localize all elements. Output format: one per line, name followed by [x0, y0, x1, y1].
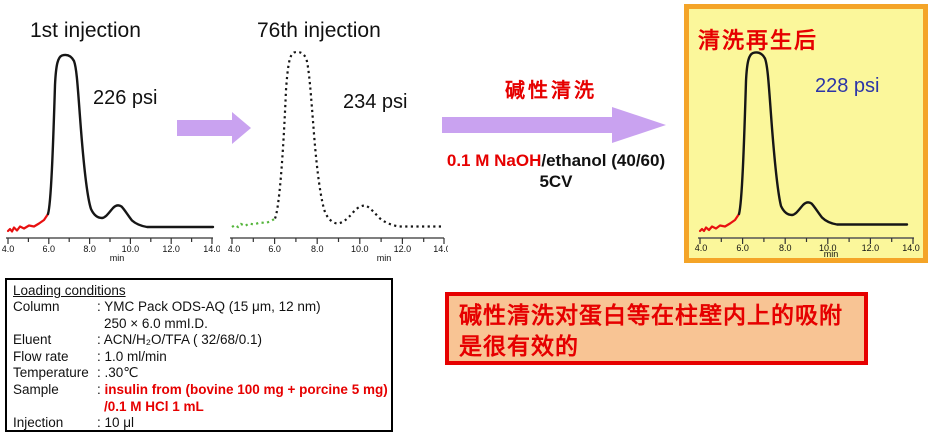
row-value: : ACN/H₂O/TFA ( 32/68/0.1) [97, 332, 263, 348]
loading-conditions-box: Loading conditions Column : YMC Pack ODS… [5, 278, 393, 432]
chrom2-tick-14: 14.0 [433, 244, 448, 254]
chrom3-trace [737, 51, 909, 226]
chrom1-title: 1st injection [30, 19, 141, 42]
chrom3-title: 清洗再生后 [698, 28, 819, 53]
row-colon: : [97, 381, 105, 397]
reagent-line: 0.1 M NaOH/ethanol (40/60) [422, 150, 690, 171]
conclusion-note-box: 碱性清洗对蛋白等在柱壁内上的吸附 是很有效的 [445, 292, 868, 365]
chrom2-tick-10: 10.0 [351, 244, 369, 254]
chrom3-tick-4: 4.0 [695, 243, 708, 253]
chrom3-tick-14: 14.0 [902, 243, 920, 253]
chrom1-tick-4: 4.0 [2, 244, 15, 254]
chrom1-tick-8: 8.0 [83, 244, 96, 254]
loading-row-sample-cont: /0.1 M HCl 1 mL [13, 399, 385, 416]
chrom2-tick-6: 6.0 [268, 244, 281, 254]
chrom2-plot: 4.0 6.0 8.0 10.0 12.0 14.0 min [228, 50, 448, 262]
row-value: : 10 μl [97, 415, 135, 431]
note-line-2: 是很有效的 [459, 334, 579, 359]
row-label: Eluent [13, 332, 52, 348]
chrom1-pressure-label: 226 psi [93, 87, 158, 109]
chrom2-tick-12: 12.0 [394, 244, 412, 254]
chrom3-minor-ticks [720, 238, 893, 242]
chrom1-baseline-red [6, 212, 50, 233]
alkaline-wash-label: 碱性清洗 [505, 80, 597, 102]
row-value-sample: insulin from (bovine 100 mg + porcine 5 … [104, 381, 388, 397]
chrom1-axis-unit: min [110, 253, 125, 262]
chrom2-tick-8: 8.0 [311, 244, 324, 254]
chrom1-tick-10: 10.0 [122, 244, 140, 254]
note-line-1: 碱性清洗对蛋白等在柱壁内上的吸附 [459, 303, 843, 328]
chrom3-tick-6: 6.0 [736, 243, 749, 253]
row-label: Sample [13, 381, 59, 397]
chrom3-axis-unit: min [824, 249, 839, 258]
chrom1-trace [46, 53, 215, 229]
reagent-ethanol: /ethanol (40/60) [541, 151, 666, 170]
chrom2-major-ticks [231, 238, 445, 244]
chrom2-minor-ticks [252, 238, 425, 242]
regeneration-result-box: 清洗再生后 228 psi 4.0 6.0 8.0 10.0 12.0 14.0… [684, 4, 928, 263]
row-label: Flow rate [13, 348, 69, 364]
row-label: Column [13, 299, 60, 314]
chrom2-pressure-label: 234 psi [343, 91, 408, 113]
chrom1-tick-6: 6.0 [43, 244, 56, 254]
chrom3-tick-12: 12.0 [862, 243, 880, 253]
chrom3-baseline-red [698, 212, 741, 233]
reagent-naoh: 0.1 M NaOH [446, 151, 542, 170]
row-value: 250 × 6.0 mmI.D. [104, 315, 208, 331]
chrom3-plot: 4.0 6.0 8.0 10.0 12.0 14.0 min [695, 51, 920, 258]
row-label [13, 316, 97, 333]
row-label [13, 399, 97, 416]
chrom1-tick-14: 14.0 [203, 244, 220, 254]
row-label: Temperature [13, 365, 89, 381]
reagent-block: 0.1 M NaOH/ethanol (40/60) 5CV [422, 150, 690, 192]
chrom2-baseline-green [231, 217, 276, 229]
big-arrow-right-icon [442, 107, 666, 143]
loading-row-column: Column : YMC Pack ODS-AQ (15 μm, 12 nm) [13, 299, 385, 316]
row-value: : YMC Pack ODS-AQ (15 μm, 12 nm) [97, 299, 321, 314]
chrom1-minor-ticks [27, 238, 193, 242]
chrom2-axis-unit: min [377, 253, 392, 262]
row-value: /0.1 M HCl 1 mL [104, 398, 204, 414]
chrom3-tick-10: 10.0 [819, 243, 837, 253]
loading-row-temperature: Temperature : .30℃ [13, 365, 385, 382]
chrom2-tick-4: 4.0 [228, 244, 240, 254]
loading-row-injection: Injection : 10 μl [13, 415, 385, 432]
loading-row-column-cont: 250 × 6.0 mmI.D. [13, 316, 385, 333]
chrom3-tick-8: 8.0 [779, 243, 792, 253]
row-value: : .30℃ [97, 365, 139, 381]
loading-conditions-title: Loading conditions [13, 283, 126, 298]
row-label: Injection [13, 415, 64, 431]
chrom2-trace [273, 50, 443, 228]
loading-row-sample: Sample : insulin from (bovine 100 mg + p… [13, 381, 388, 399]
row-value: : insulin from (bovine 100 mg + porcine … [97, 382, 388, 399]
chrom1-major-ticks [7, 238, 213, 244]
loading-row-flow-rate: Flow rate : 1.0 ml/min [13, 349, 385, 366]
chrom2-title: 76th injection [257, 19, 381, 42]
chrom3-major-ticks [699, 238, 914, 244]
arrow-right-icon [177, 112, 251, 144]
chrom3-pressure-label: 228 psi [815, 75, 880, 97]
chrom1-tick-12: 12.0 [162, 244, 180, 254]
reagent-cv: 5CV [539, 172, 573, 191]
row-value: : 1.0 ml/min [97, 348, 167, 364]
loading-row-eluent: Eluent : ACN/H₂O/TFA ( 32/68/0.1) [13, 332, 385, 349]
chrom1-plot: 4.0 6.0 8.0 10.0 12.0 14.0 min [2, 53, 220, 262]
